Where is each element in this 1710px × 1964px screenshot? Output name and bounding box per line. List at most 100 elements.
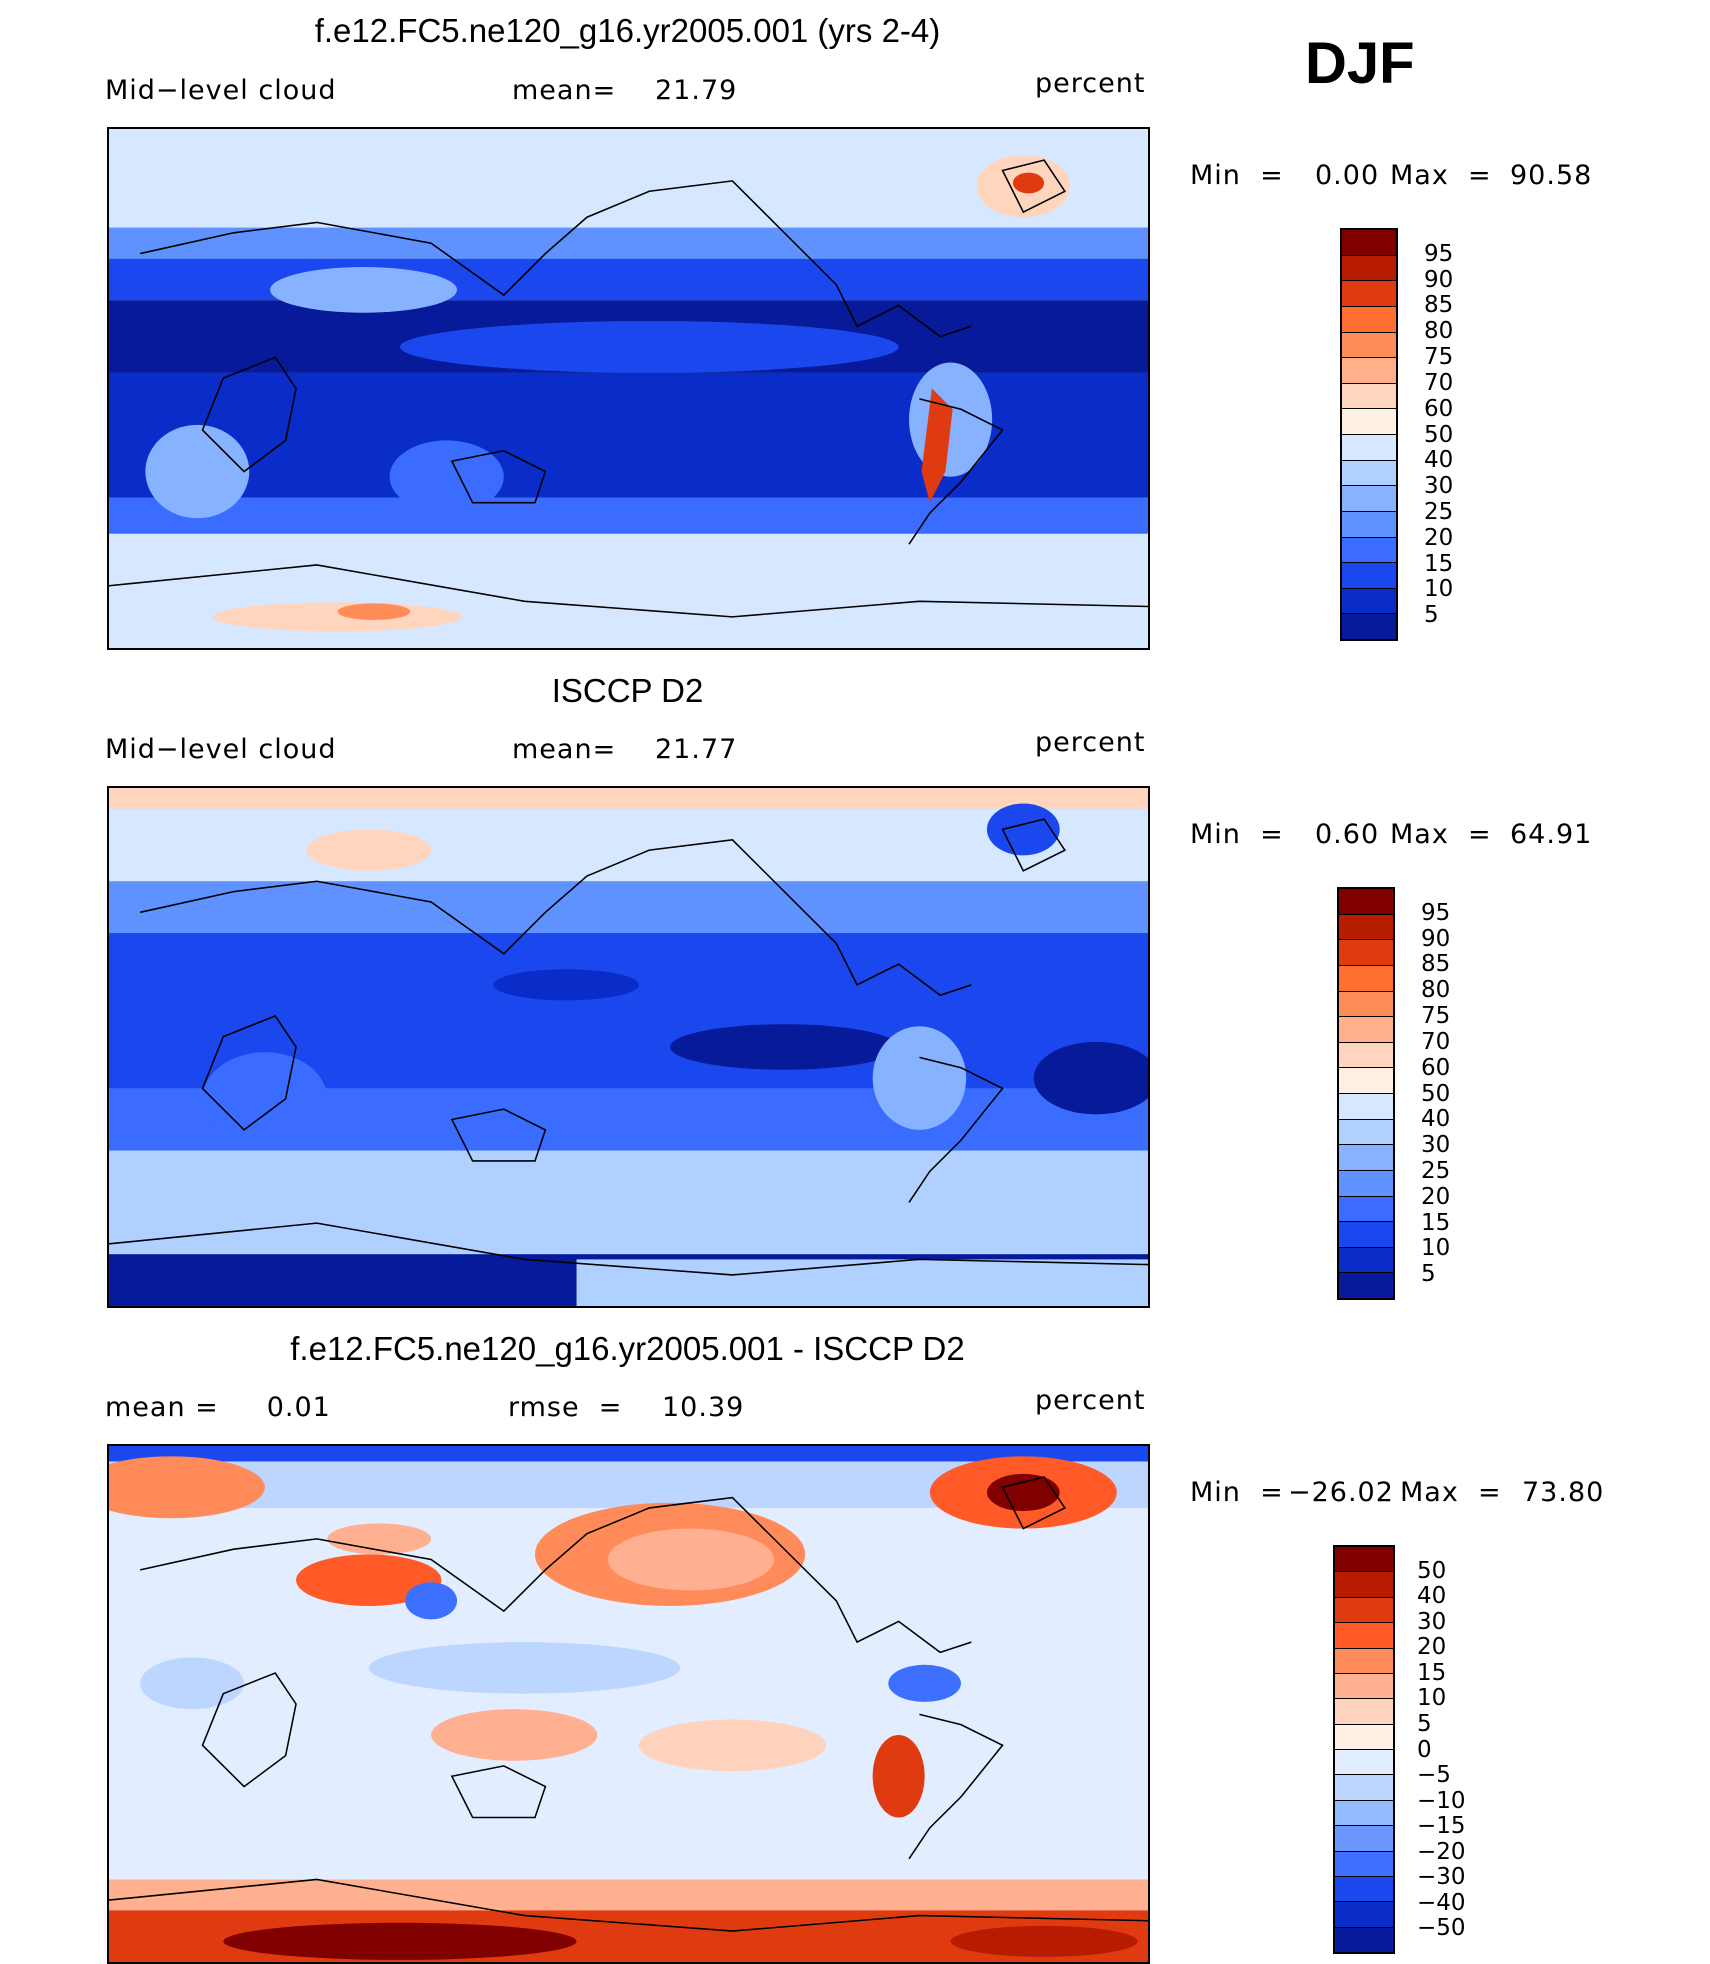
panel2-min-value: 0.60 (1315, 819, 1380, 850)
colorbar-swatch (1342, 306, 1396, 333)
colorbar-tick-label: 60 (1424, 395, 1454, 422)
colorbar-swatch (1339, 889, 1393, 915)
panel2-max-value: 64.91 (1510, 819, 1593, 850)
colorbar-swatch (1339, 914, 1393, 941)
colorbar-swatch (1335, 1927, 1393, 1952)
colorbar-tick-label: 90 (1421, 925, 1451, 952)
panel1-max-value: 90.58 (1510, 160, 1593, 191)
colorbar-swatch (1342, 358, 1396, 384)
colorbar-swatch (1342, 588, 1396, 615)
colorbar-swatch (1339, 965, 1393, 992)
colorbar-swatch (1335, 1547, 1393, 1573)
colorbar-tick-label: 15 (1424, 550, 1454, 577)
colorbar-swatch (1339, 940, 1393, 966)
colorbar-swatch (1342, 383, 1396, 410)
colorbar-swatch (1342, 614, 1396, 639)
colorbar-tick-label: 15 (1421, 1209, 1451, 1236)
colorbar-tick-label: 75 (1421, 1003, 1451, 1030)
colorbar-tick-label: −50 (1417, 1915, 1466, 1942)
colorbar-swatch (1335, 1597, 1393, 1624)
colorbar-tick-label: 85 (1421, 951, 1451, 978)
panel2-min-label: Min = (1190, 819, 1284, 850)
colorbar-swatch (1335, 1775, 1393, 1801)
colorbar-tick-label: 40 (1424, 447, 1454, 474)
colorbar-tick-label: 50 (1424, 421, 1454, 448)
colorbar-swatch (1339, 1094, 1393, 1120)
colorbar-tick-label: 0 (1417, 1736, 1432, 1763)
colorbar-swatch (1335, 1673, 1393, 1700)
colorbar-swatch (1339, 1247, 1393, 1274)
colorbar-tick-label: 10 (1421, 1235, 1451, 1262)
colorbar-tick-label: 85 (1424, 292, 1454, 319)
colorbar-tick-label: 10 (1417, 1685, 1447, 1712)
panel1-mean-label: mean= (512, 75, 617, 106)
colorbar-swatch (1335, 1902, 1393, 1928)
colorbar-swatch (1342, 332, 1396, 359)
panel3-max-value: 73.80 (1522, 1477, 1605, 1508)
panel3-rmse-label: rmse = (508, 1392, 623, 1423)
colorbar-tick-label: 30 (1424, 473, 1454, 500)
colorbar-tick-label: 25 (1421, 1157, 1451, 1184)
colorbar-swatch (1339, 1119, 1393, 1146)
panel2-field-label: Mid−level cloud (105, 734, 337, 765)
colorbar-tick-label: 20 (1417, 1634, 1447, 1661)
season-label: DJF (1305, 31, 1415, 96)
panel3-map (107, 1444, 1150, 1964)
colorbar-tick-label: 80 (1424, 318, 1454, 345)
colorbar-swatch (1335, 1623, 1393, 1649)
colorbar-swatch (1339, 1017, 1393, 1043)
colorbar-tick-label: 50 (1417, 1557, 1447, 1584)
panel1-map (107, 127, 1150, 650)
panel3-mean-label: mean = 0.01 (105, 1392, 331, 1423)
colorbar-swatch (1335, 1724, 1393, 1750)
panel1-min-label: Min = (1190, 160, 1284, 191)
colorbar-tick-label: −15 (1417, 1813, 1466, 1840)
panel3-min-label: Min = (1190, 1477, 1284, 1508)
panel2-title: ISCCP D2 (551, 672, 704, 709)
panel1-mean-value: 21.79 (655, 75, 738, 106)
colorbar-swatch (1339, 1042, 1393, 1069)
colorbar-swatch (1342, 486, 1396, 512)
colorbar-tick-label: 25 (1424, 498, 1454, 525)
panel1-max-label: Max = (1390, 160, 1492, 191)
colorbar-swatch (1339, 1196, 1393, 1223)
colorbar-tick-label: −30 (1417, 1864, 1466, 1891)
colorbar-swatch (1335, 1699, 1393, 1725)
colorbar-swatch (1342, 435, 1396, 461)
panel2-colorbar-swatches (1337, 887, 1395, 1300)
colorbar-tick-label: 30 (1421, 1132, 1451, 1159)
colorbar-tick-label: 95 (1424, 240, 1454, 267)
colorbar-swatch (1339, 991, 1393, 1018)
colorbar-swatch (1342, 409, 1396, 435)
colorbar-swatch (1339, 1273, 1393, 1298)
colorbar-tick-label: 20 (1424, 524, 1454, 551)
panel1-field-label: Mid−level cloud (105, 75, 337, 106)
colorbar-swatch (1342, 281, 1396, 307)
panel3-rmse-value: 10.39 (662, 1392, 745, 1423)
panel1-units: percent (1035, 68, 1146, 99)
colorbar-swatch (1339, 1068, 1393, 1094)
colorbar-swatch (1339, 1222, 1393, 1248)
colorbar-swatch (1335, 1826, 1393, 1852)
colorbar-tick-label: 75 (1424, 344, 1454, 371)
colorbar-tick-label: 5 (1417, 1710, 1432, 1737)
colorbar-swatch (1339, 1145, 1393, 1171)
panel3-title: f.e12.FC5.ne120_g16.yr2005.001 - ISCCP D… (290, 1330, 965, 1367)
colorbar-tick-label: 30 (1417, 1608, 1447, 1635)
panel2-map-svg (109, 788, 1148, 1306)
colorbar-tick-label: 5 (1424, 602, 1439, 629)
colorbar-swatch (1342, 230, 1396, 256)
panel2-units: percent (1035, 727, 1146, 758)
panel2-max-label: Max = (1390, 819, 1492, 850)
colorbar-tick-label: 15 (1417, 1659, 1447, 1686)
colorbar-swatch (1335, 1876, 1393, 1903)
colorbar-swatch (1339, 1170, 1393, 1197)
colorbar-swatch (1342, 255, 1396, 282)
panel1-colorbar-swatches (1340, 228, 1398, 641)
colorbar-swatch (1335, 1851, 1393, 1877)
colorbar-tick-label: −10 (1417, 1787, 1466, 1814)
colorbar-tick-label: 95 (1421, 899, 1451, 926)
colorbar-tick-label: 10 (1424, 576, 1454, 603)
colorbar-tick-label: 70 (1424, 369, 1454, 396)
colorbar-tick-label: 90 (1424, 266, 1454, 293)
